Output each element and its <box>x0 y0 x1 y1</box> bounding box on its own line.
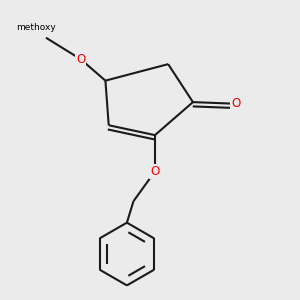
Text: O: O <box>150 165 160 178</box>
Text: O: O <box>231 97 241 110</box>
Text: O: O <box>76 53 85 66</box>
Text: methoxy: methoxy <box>16 23 56 32</box>
